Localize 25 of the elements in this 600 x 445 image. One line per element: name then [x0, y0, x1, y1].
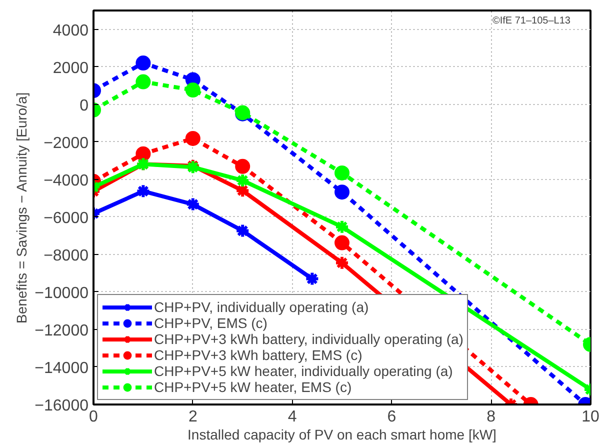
legend-label: CHP+PV+3 kWh battery, EMS (c) — [154, 347, 362, 363]
x-tick-label: 8 — [486, 408, 496, 426]
y-tick-label: 0 — [80, 97, 89, 114]
x-tick-label: 10 — [582, 408, 600, 426]
y-tick-label: −6000 — [44, 210, 89, 227]
legend-label: CHP+PV, individually operating (a) — [154, 299, 369, 315]
y-tick-label: 2000 — [52, 60, 89, 77]
y-axis-title: Benefits = Savings − Annuity [Euro/a] — [14, 92, 30, 324]
y-tick-label: −14000 — [34, 360, 89, 377]
y-tick-label: 4000 — [52, 22, 89, 40]
y-tick-label: −2000 — [44, 134, 89, 152]
y-tick-label: −16000 — [34, 398, 89, 414]
legend-label: CHP+PV, EMS (c) — [154, 315, 268, 331]
annotation: ©IfE 71–105–L13 — [492, 16, 571, 26]
x-tick-label: 4 — [288, 408, 297, 426]
legend-label: CHP+PV+5 kW heater, EMS (c) — [154, 379, 352, 395]
y-tick-label: −12000 — [34, 322, 89, 340]
legend-label: CHP+PV+3 kWh battery, individually operating (a) — [154, 331, 464, 347]
x-axis-title: Installed capacity of PV on each smart home [kW] — [188, 426, 496, 442]
legend-label: CHP+PV+5 kW heater, individually operating (a) — [154, 363, 453, 379]
y-tick-label: −8000 — [44, 247, 89, 264]
y-tick-label: −4000 — [44, 172, 89, 190]
y-tick-label: −10000 — [34, 284, 89, 302]
x-tick-label: 6 — [387, 408, 396, 426]
x-tick-label: 2 — [188, 408, 198, 426]
